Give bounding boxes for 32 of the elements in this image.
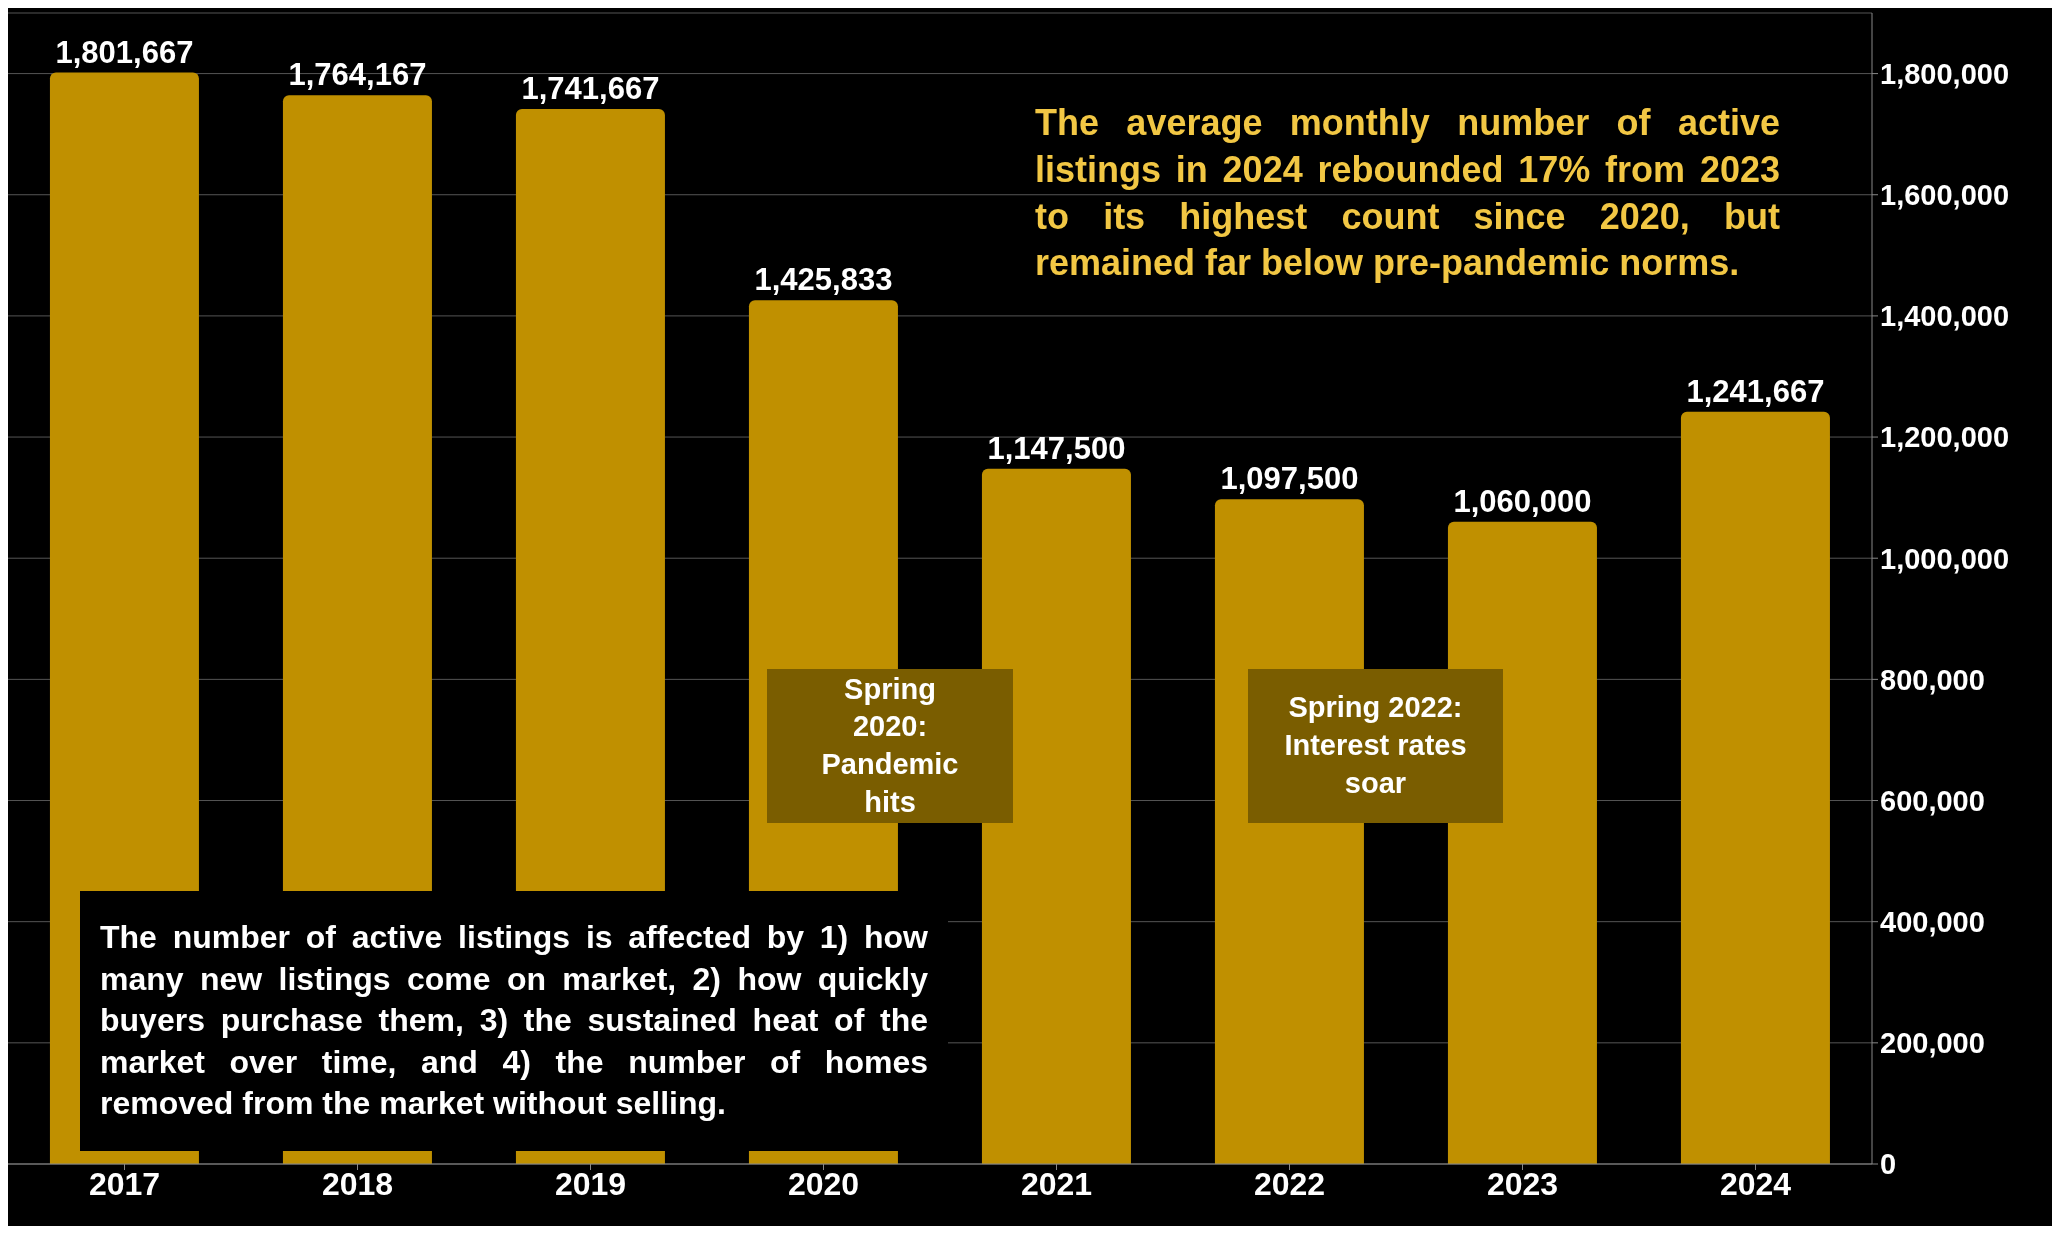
data-label: 1,741,667 <box>521 70 660 106</box>
annotation: The average monthly number of active listings in 2024 rebounded 17% from 2023 to its highest count since 2020, but remained far below pre-pandemic norms. <box>1035 101 1780 286</box>
y-tick-label: 1,800,000 <box>1880 57 2010 90</box>
x-tick-label: 2018 <box>321 1165 394 1202</box>
y-tick-label: 1,200,000 <box>1880 421 2010 454</box>
data-label: 1,764,167 <box>288 57 427 93</box>
data-label: 1,097,500 <box>1220 461 1359 497</box>
bar <box>981 468 1131 1164</box>
y-tick-label: 1,600,000 <box>1880 179 2010 212</box>
x-tick-label: 2024 <box>1719 1165 1792 1202</box>
y-tick-label: 1,000,000 <box>1880 542 2010 575</box>
x-tick-label: 2023 <box>1486 1165 1559 1202</box>
x-tick-label: 2021 <box>1020 1165 1093 1202</box>
x-tick-label: 2020 <box>787 1165 860 1202</box>
annotation: Spring 2020: Pandemic hits <box>820 671 960 820</box>
bar <box>1680 411 1830 1164</box>
data-label: 1,241,667 <box>1686 373 1825 409</box>
data-label: 1,801,667 <box>55 34 194 70</box>
y-tick-label: 800,000 <box>1880 663 1985 696</box>
data-label: 1,425,833 <box>754 262 893 298</box>
x-tick-label: 2022 <box>1253 1165 1326 1202</box>
y-tick-label: 0 <box>1880 1148 1897 1181</box>
y-tick-label: 400,000 <box>1880 905 1985 938</box>
x-tick-label: 2019 <box>554 1165 627 1202</box>
y-tick-label: 1,400,000 <box>1880 300 2010 333</box>
x-tick-label: 2017 <box>88 1165 161 1202</box>
y-tick-label: 200,000 <box>1880 1027 1985 1060</box>
data-label: 1,060,000 <box>1453 483 1592 519</box>
y-tick-label: 600,000 <box>1880 784 1985 817</box>
annotation: The number of active listings is affected by 1) how many new listings come on market, 2) how quickly buyers purchase them, 3) the sustained heat of the market over time, and 4) the number of homes removed from the market without selling. <box>100 918 928 1124</box>
data-label: 1,147,500 <box>987 430 1126 466</box>
annotation: Spring 2022: Interest rates soar <box>1283 690 1468 801</box>
